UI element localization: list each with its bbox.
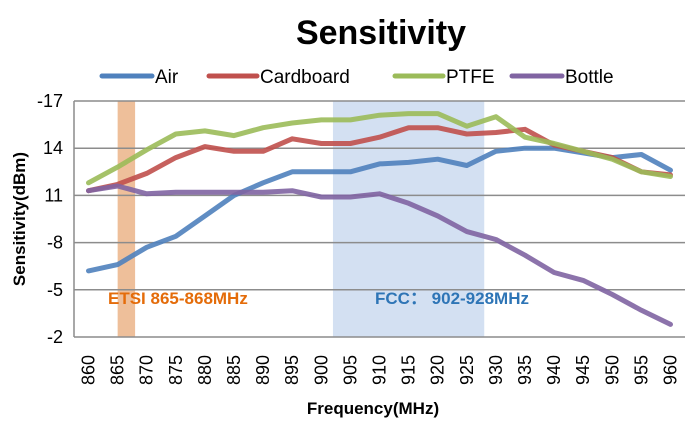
- band-annotations: ETSI 865-868MHz FCC： 902-928MHz: [108, 289, 529, 308]
- etsi-band-label: ETSI 865-868MHz: [108, 289, 248, 308]
- y-tick-label: -2: [47, 327, 63, 347]
- fcc-band-label: FCC： 902-928MHz: [375, 289, 529, 308]
- x-tick-label: 950: [602, 355, 622, 385]
- x-axis-title: Frequency(MHz): [307, 399, 439, 418]
- x-tick-label: 885: [224, 355, 244, 385]
- x-tick-label: 890: [253, 355, 273, 385]
- x-tick-label: 875: [166, 355, 186, 385]
- y-tick-label: -17: [37, 91, 63, 111]
- x-tick-label: 870: [137, 355, 157, 385]
- x-tick-label: 865: [108, 355, 128, 385]
- legend-label-cardboard: Cardboard: [260, 67, 350, 88]
- x-tick-label: 960: [660, 355, 680, 385]
- x-tick-label: 930: [486, 355, 506, 385]
- x-tick-label: 940: [544, 355, 564, 385]
- x-tick-label: 920: [428, 355, 448, 385]
- x-tick-label: 945: [573, 355, 593, 385]
- legend-label-ptfe: PTFE: [446, 67, 495, 88]
- series-lines: [86, 111, 673, 327]
- x-tick-label: 925: [457, 355, 477, 385]
- legend: Air Cardboard PTFE Bottle: [99, 67, 614, 88]
- y-tick-label: -8: [47, 233, 63, 253]
- x-tick-label: 880: [195, 355, 215, 385]
- x-tick-label: 955: [631, 355, 651, 385]
- x-tick-label: 905: [340, 355, 360, 385]
- x-tick-label: 860: [79, 355, 99, 385]
- y-tick-label: -5: [47, 280, 63, 300]
- y-axis-title: Sensitivity(dBm): [10, 152, 29, 286]
- x-tick-label: 935: [515, 355, 535, 385]
- legend-label-bottle: Bottle: [565, 67, 614, 88]
- x-tick-label: 910: [370, 355, 390, 385]
- y-axis-ticks: -17 14 11 -8 -5 -2: [37, 91, 63, 347]
- chart-title: Sensitivity: [296, 14, 466, 52]
- y-tick-label: 11: [44, 185, 63, 205]
- x-axis-ticks: 860 865 870 875 880 885 890 895 900 905 910 915 920 9…: [79, 355, 681, 385]
- x-tick-label: 915: [399, 355, 419, 385]
- y-tick-label: 14: [43, 138, 63, 158]
- legend-label-air: Air: [155, 67, 179, 88]
- x-tick-label: 900: [311, 355, 331, 385]
- x-tick-label: 895: [282, 355, 302, 385]
